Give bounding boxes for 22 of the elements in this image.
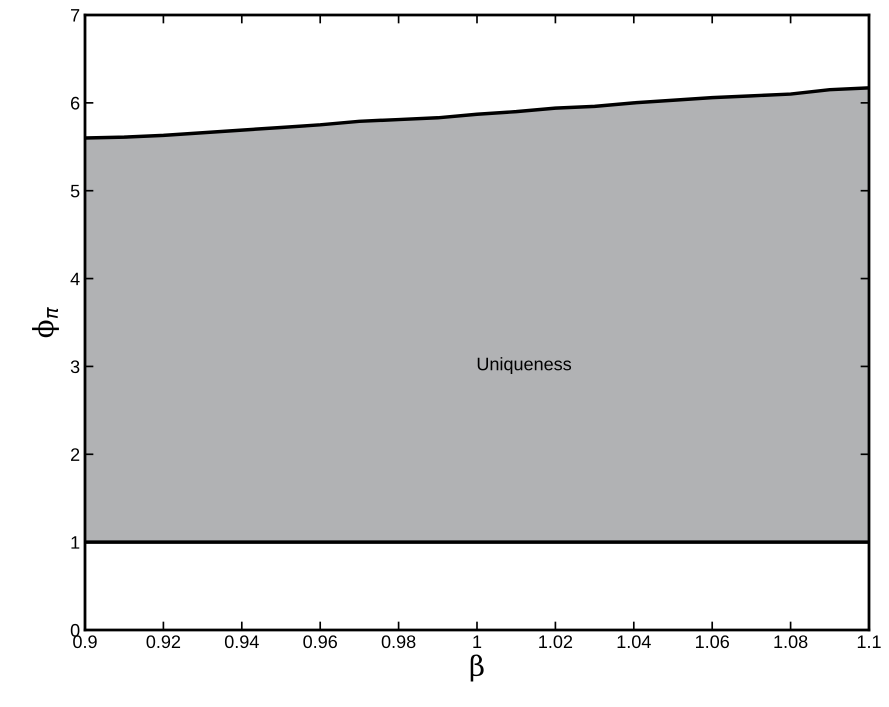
x-tick-label: 1 [473, 636, 482, 648]
y-tick-label: 0 [70, 624, 80, 637]
y-tick-label: 2 [71, 448, 80, 461]
x-tick-label: 0.9 [73, 635, 97, 648]
y-tick-label: 3 [70, 360, 80, 374]
x-tick-label: 0.92 [146, 635, 180, 648]
y-tick-label: 5 [70, 184, 80, 198]
y-tick-label: 1 [71, 536, 80, 549]
y-tick-label: 6 [71, 96, 80, 110]
y-tick-label: 7 [71, 9, 80, 22]
x-tick-label: 1.04 [618, 635, 651, 648]
y-tick-label: 4 [70, 272, 80, 286]
x-tick-label: 1.1 [858, 636, 881, 648]
x-tick-label: 1.08 [774, 635, 808, 648]
x-tick-label: 0.96 [303, 635, 337, 648]
y-axis-title: ϕ$_{π}$ [32, 307, 59, 338]
x-tick-label: 1.06 [696, 635, 729, 648]
x-tick-label: 0.98 [382, 635, 416, 648]
annotation: Uniqueness [478, 357, 572, 374]
x-tick-label: 0.94 [224, 635, 259, 648]
x-tick-label: 1.02 [539, 635, 572, 648]
x-axis-title: β [470, 654, 484, 682]
